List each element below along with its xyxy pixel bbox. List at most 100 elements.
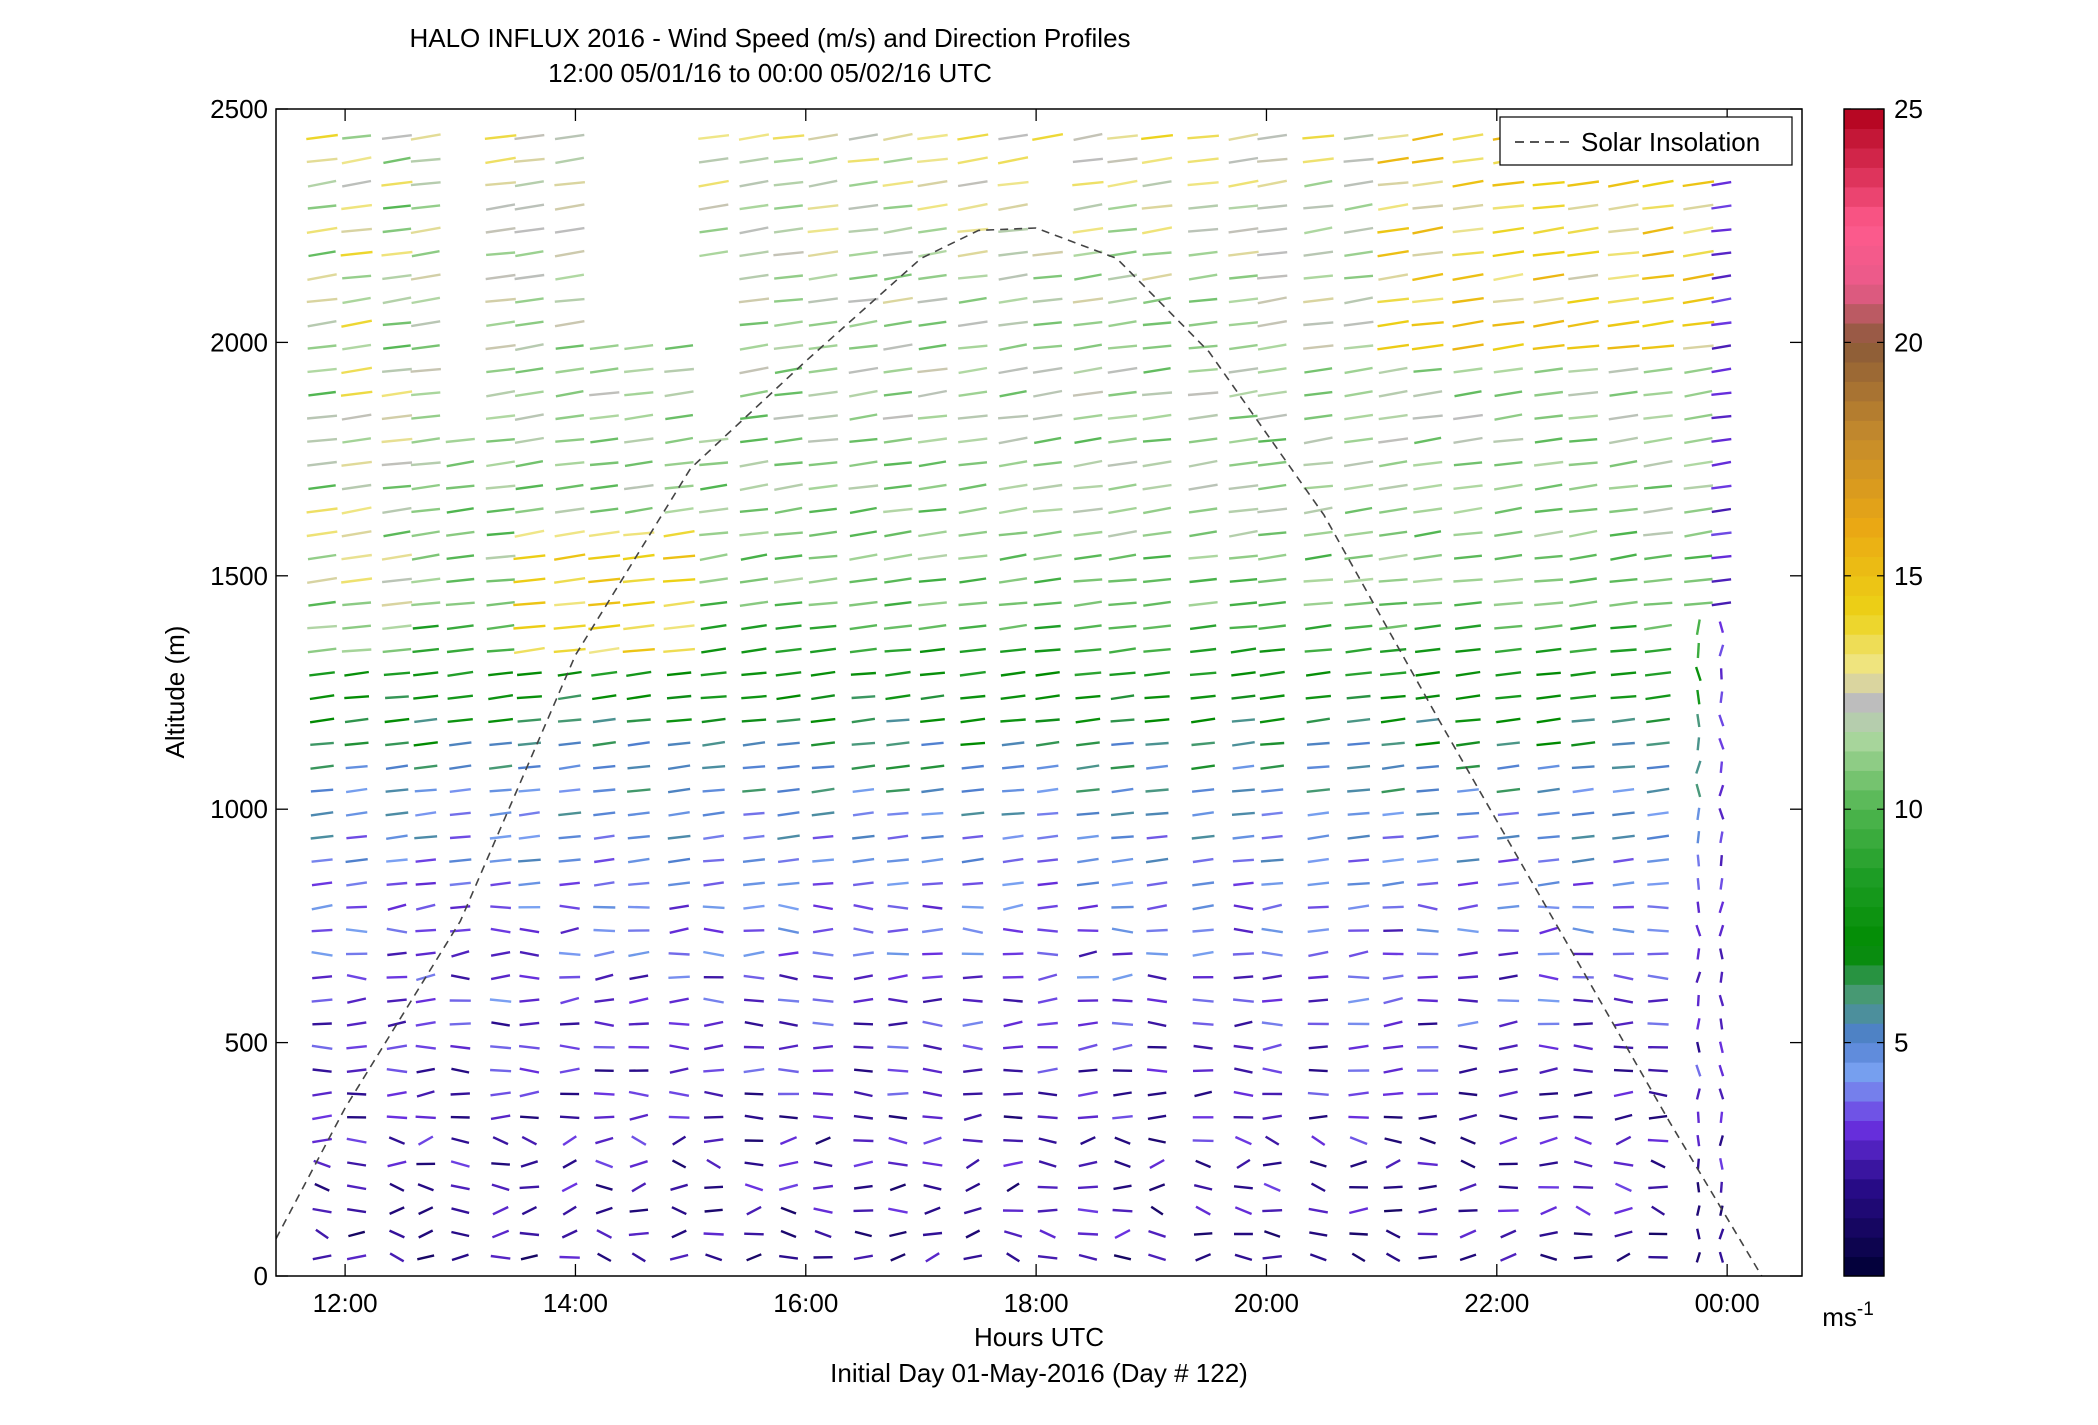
wind-vector (1719, 1111, 1724, 1124)
wind-vector (777, 834, 800, 840)
wind-vector (919, 671, 946, 677)
wind-vector (1108, 553, 1137, 561)
wind-vector (849, 437, 878, 443)
wind-vector (1231, 718, 1256, 723)
wind-vector (1607, 344, 1640, 350)
wind-vector (813, 1045, 834, 1050)
wind-vector (489, 998, 512, 1003)
wind-vector (1682, 180, 1715, 188)
wind-vector (1607, 297, 1640, 304)
wind-vector (1146, 881, 1168, 887)
wind-vector (1077, 1232, 1099, 1236)
wind-vector (962, 834, 984, 840)
wind-vector (1347, 834, 1370, 840)
wind-vector (743, 950, 765, 958)
wind-vector (887, 834, 909, 840)
wind-vector (1032, 133, 1064, 141)
wind-vector (389, 1182, 405, 1192)
wind-vector (312, 1022, 332, 1026)
wind-vector (1307, 928, 1330, 933)
wind-vector (1534, 554, 1563, 560)
wind-vector (340, 250, 373, 257)
wind-vector (1378, 273, 1409, 281)
wind-vector (1569, 600, 1598, 608)
wind-vector (1418, 1184, 1437, 1190)
wind-vector (382, 274, 412, 281)
wind-vector (386, 1044, 408, 1051)
wind-vector (849, 530, 878, 538)
wind-vector (1193, 1184, 1213, 1191)
wind-vector (1696, 854, 1701, 867)
wind-vector (1347, 741, 1370, 746)
wind-vector (412, 647, 440, 654)
wind-vector (412, 624, 439, 630)
wind-vector (853, 1068, 873, 1073)
wind-vector (1383, 1044, 1404, 1050)
wind-vector (515, 297, 544, 304)
wind-vector (1033, 274, 1063, 280)
wind-vector (1539, 926, 1558, 935)
wind-vector (628, 1022, 649, 1026)
wind-vector (592, 741, 616, 747)
wind-vector (553, 647, 586, 654)
wind-vector (1143, 624, 1172, 630)
wind-vector (1002, 903, 1024, 911)
wind-vector (1573, 1160, 1593, 1168)
wind-vector (1037, 1185, 1058, 1189)
wind-vector (698, 507, 729, 514)
colorbar-segment (1844, 770, 1884, 791)
wind-vector (922, 975, 943, 980)
wind-vector (347, 1161, 367, 1167)
wind-vector (626, 694, 651, 701)
wind-vector (1303, 436, 1333, 445)
wind-vector (1302, 157, 1334, 164)
wind-vector (1452, 343, 1484, 351)
wind-vector (812, 1021, 834, 1027)
wind-vector (1072, 390, 1104, 397)
wind-vector (1718, 1135, 1724, 1147)
wind-vector (1569, 647, 1597, 654)
wind-vector (514, 273, 545, 281)
wind-vector (588, 554, 621, 560)
wind-vector (1382, 1091, 1404, 1096)
wind-vector (1307, 1091, 1329, 1096)
wind-vector (560, 996, 580, 1005)
wind-vector (807, 250, 839, 258)
wind-vector (1231, 694, 1256, 700)
wind-vector (1642, 179, 1674, 188)
wind-vector (592, 694, 617, 701)
wind-vector (1711, 437, 1732, 443)
wind-vector (778, 1068, 799, 1074)
wind-vector (851, 741, 876, 746)
wind-vector (1000, 718, 1026, 723)
wind-vector (1033, 530, 1062, 538)
wind-vector (385, 695, 409, 700)
wind-vector (777, 741, 800, 747)
wind-vector (1532, 273, 1565, 281)
wind-vector (885, 694, 911, 701)
wind-vector (1228, 367, 1259, 374)
colorbar-segment (1844, 167, 1884, 188)
wind-vector (958, 296, 987, 304)
wind-vector (744, 1092, 764, 1096)
wind-vector (514, 203, 545, 211)
wind-vector (1306, 788, 1331, 793)
wind-vector (490, 1045, 512, 1050)
colorbar-segment (1844, 206, 1884, 227)
wind-vector (306, 507, 338, 514)
wind-vector (1144, 671, 1171, 677)
wind-vector (1108, 483, 1137, 491)
wind-vector (1694, 666, 1702, 682)
wind-vector (485, 484, 516, 490)
wind-vector (776, 694, 801, 701)
wind-vector (853, 997, 874, 1004)
wind-vector (918, 343, 947, 351)
wind-vector (1303, 530, 1333, 537)
wind-vector (1379, 530, 1408, 537)
wind-vector (1107, 460, 1138, 467)
wind-vector (812, 927, 834, 934)
wind-vector (1537, 787, 1560, 794)
wind-vector (883, 132, 913, 142)
wind-vector (311, 904, 333, 911)
wind-vector (593, 928, 616, 933)
